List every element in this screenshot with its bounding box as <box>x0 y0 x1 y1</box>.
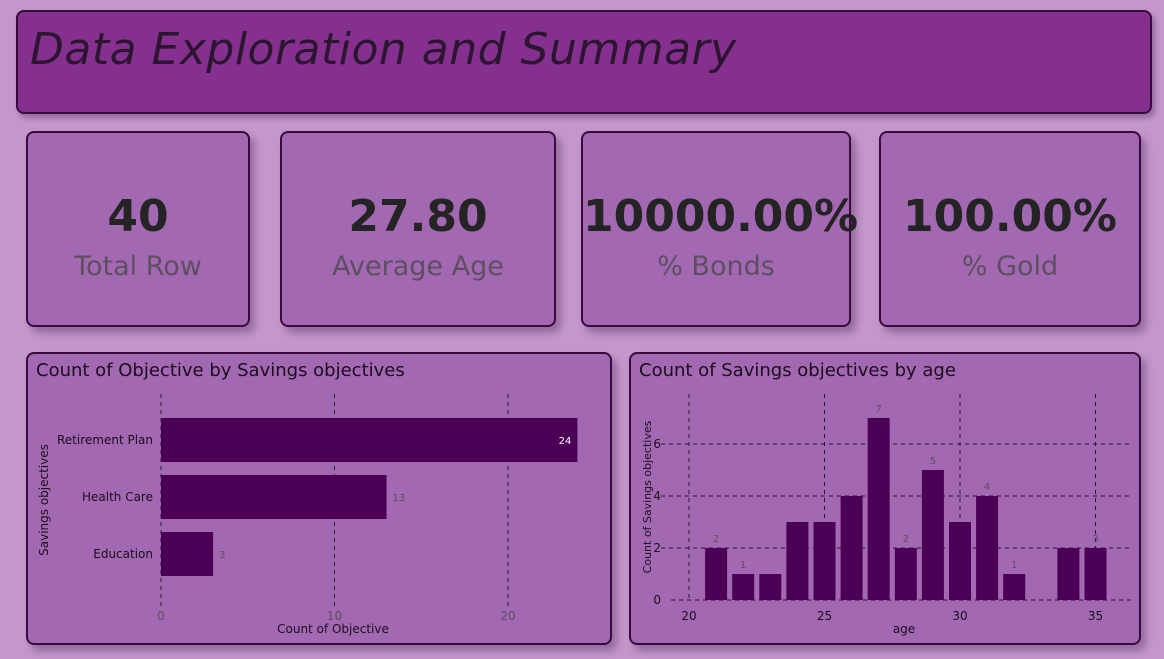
bar <box>161 532 214 576</box>
x-tick-label: 35 <box>1088 609 1103 623</box>
data-label: 24 <box>559 436 572 447</box>
bar <box>1084 548 1107 600</box>
category-label: Retirement Plan <box>57 433 153 447</box>
category-label: Education <box>93 547 153 561</box>
data-label: 1 <box>740 560 746 571</box>
x-axis-title: Count of Objective <box>277 622 389 636</box>
bar <box>921 470 944 600</box>
x-tick-label: 20 <box>681 609 696 623</box>
bar <box>786 522 809 600</box>
category-label: Health Care <box>82 490 153 504</box>
bar <box>732 574 755 600</box>
bar <box>867 418 890 600</box>
bar <box>161 475 387 519</box>
chart-panel-objectives[interactable]: Count of Objective by Savings objectives… <box>26 352 612 645</box>
x-tick-label: 25 <box>817 609 832 623</box>
kpi-card-total-row[interactable]: 40 Total Row <box>26 131 250 327</box>
kpi-label-average-age: Average Age <box>332 251 504 282</box>
y-tick-label: 6 <box>653 437 661 451</box>
bar <box>949 522 971 600</box>
y-tick-label: 4 <box>653 489 661 503</box>
kpi-value-bonds: 10000.00% <box>583 191 859 242</box>
data-label: 2 <box>903 534 909 545</box>
chart-objectives: 0 10 20 Retirement Plan 24 Health Care 13 Educa… <box>37 394 578 636</box>
kpi-card-bonds[interactable]: 10000.00% % Bonds <box>581 131 859 327</box>
chart-title-age: Count of Savings objectives by age <box>639 360 956 381</box>
kpi-card-average-age[interactable]: 27.80 Average Age <box>280 131 556 327</box>
kpi-card-gold[interactable]: 100.00% % Gold <box>879 131 1141 327</box>
kpi-label-gold: % Gold <box>961 251 1059 282</box>
y-tick-label: 0 <box>653 593 661 607</box>
kpi-label-bonds: % Bonds <box>657 251 775 282</box>
page-title: Data Exploration and Summary <box>30 24 737 75</box>
kpi-value-gold: 100.00% <box>903 191 1117 242</box>
bar <box>705 548 728 600</box>
y-axis-title: Count of Savings objectives <box>641 420 654 573</box>
bar <box>976 496 999 600</box>
data-label: 4 <box>984 482 990 493</box>
bar <box>1003 574 1026 600</box>
x-tick-label: 10 <box>327 609 342 623</box>
y-axis-title: Savings objectives <box>37 444 51 556</box>
bar <box>759 574 782 600</box>
x-axis-title: age <box>893 622 915 636</box>
data-label: 5 <box>930 456 936 467</box>
chart-panel-age[interactable]: Count of Savings objectives by age 0 2 4 6 2… <box>629 352 1141 645</box>
kpi-label-total-row: Total Row <box>74 251 202 282</box>
chart-title-objectives: Count of Objective by Savings objectives <box>36 360 405 381</box>
data-label: 3 <box>1092 534 1098 545</box>
data-label: 1 <box>1011 560 1017 571</box>
bar <box>894 548 917 600</box>
bar <box>813 522 836 600</box>
kpi-value-average-age: 27.80 <box>348 191 488 242</box>
x-tick-label: 20 <box>500 609 515 623</box>
bar <box>161 418 578 462</box>
kpi-value-total-row: 40 <box>107 191 169 242</box>
data-label: 3 <box>219 550 225 561</box>
y-tick-label: 2 <box>653 541 661 555</box>
bar <box>1057 548 1080 600</box>
bar <box>840 496 863 600</box>
x-tick-label: 30 <box>952 609 967 623</box>
data-label: 13 <box>393 493 406 504</box>
title-banner: Data Exploration and Summary <box>16 10 1152 114</box>
data-label: 7 <box>876 404 882 415</box>
data-label: 2 <box>713 534 719 545</box>
x-tick-label: 0 <box>157 609 165 623</box>
